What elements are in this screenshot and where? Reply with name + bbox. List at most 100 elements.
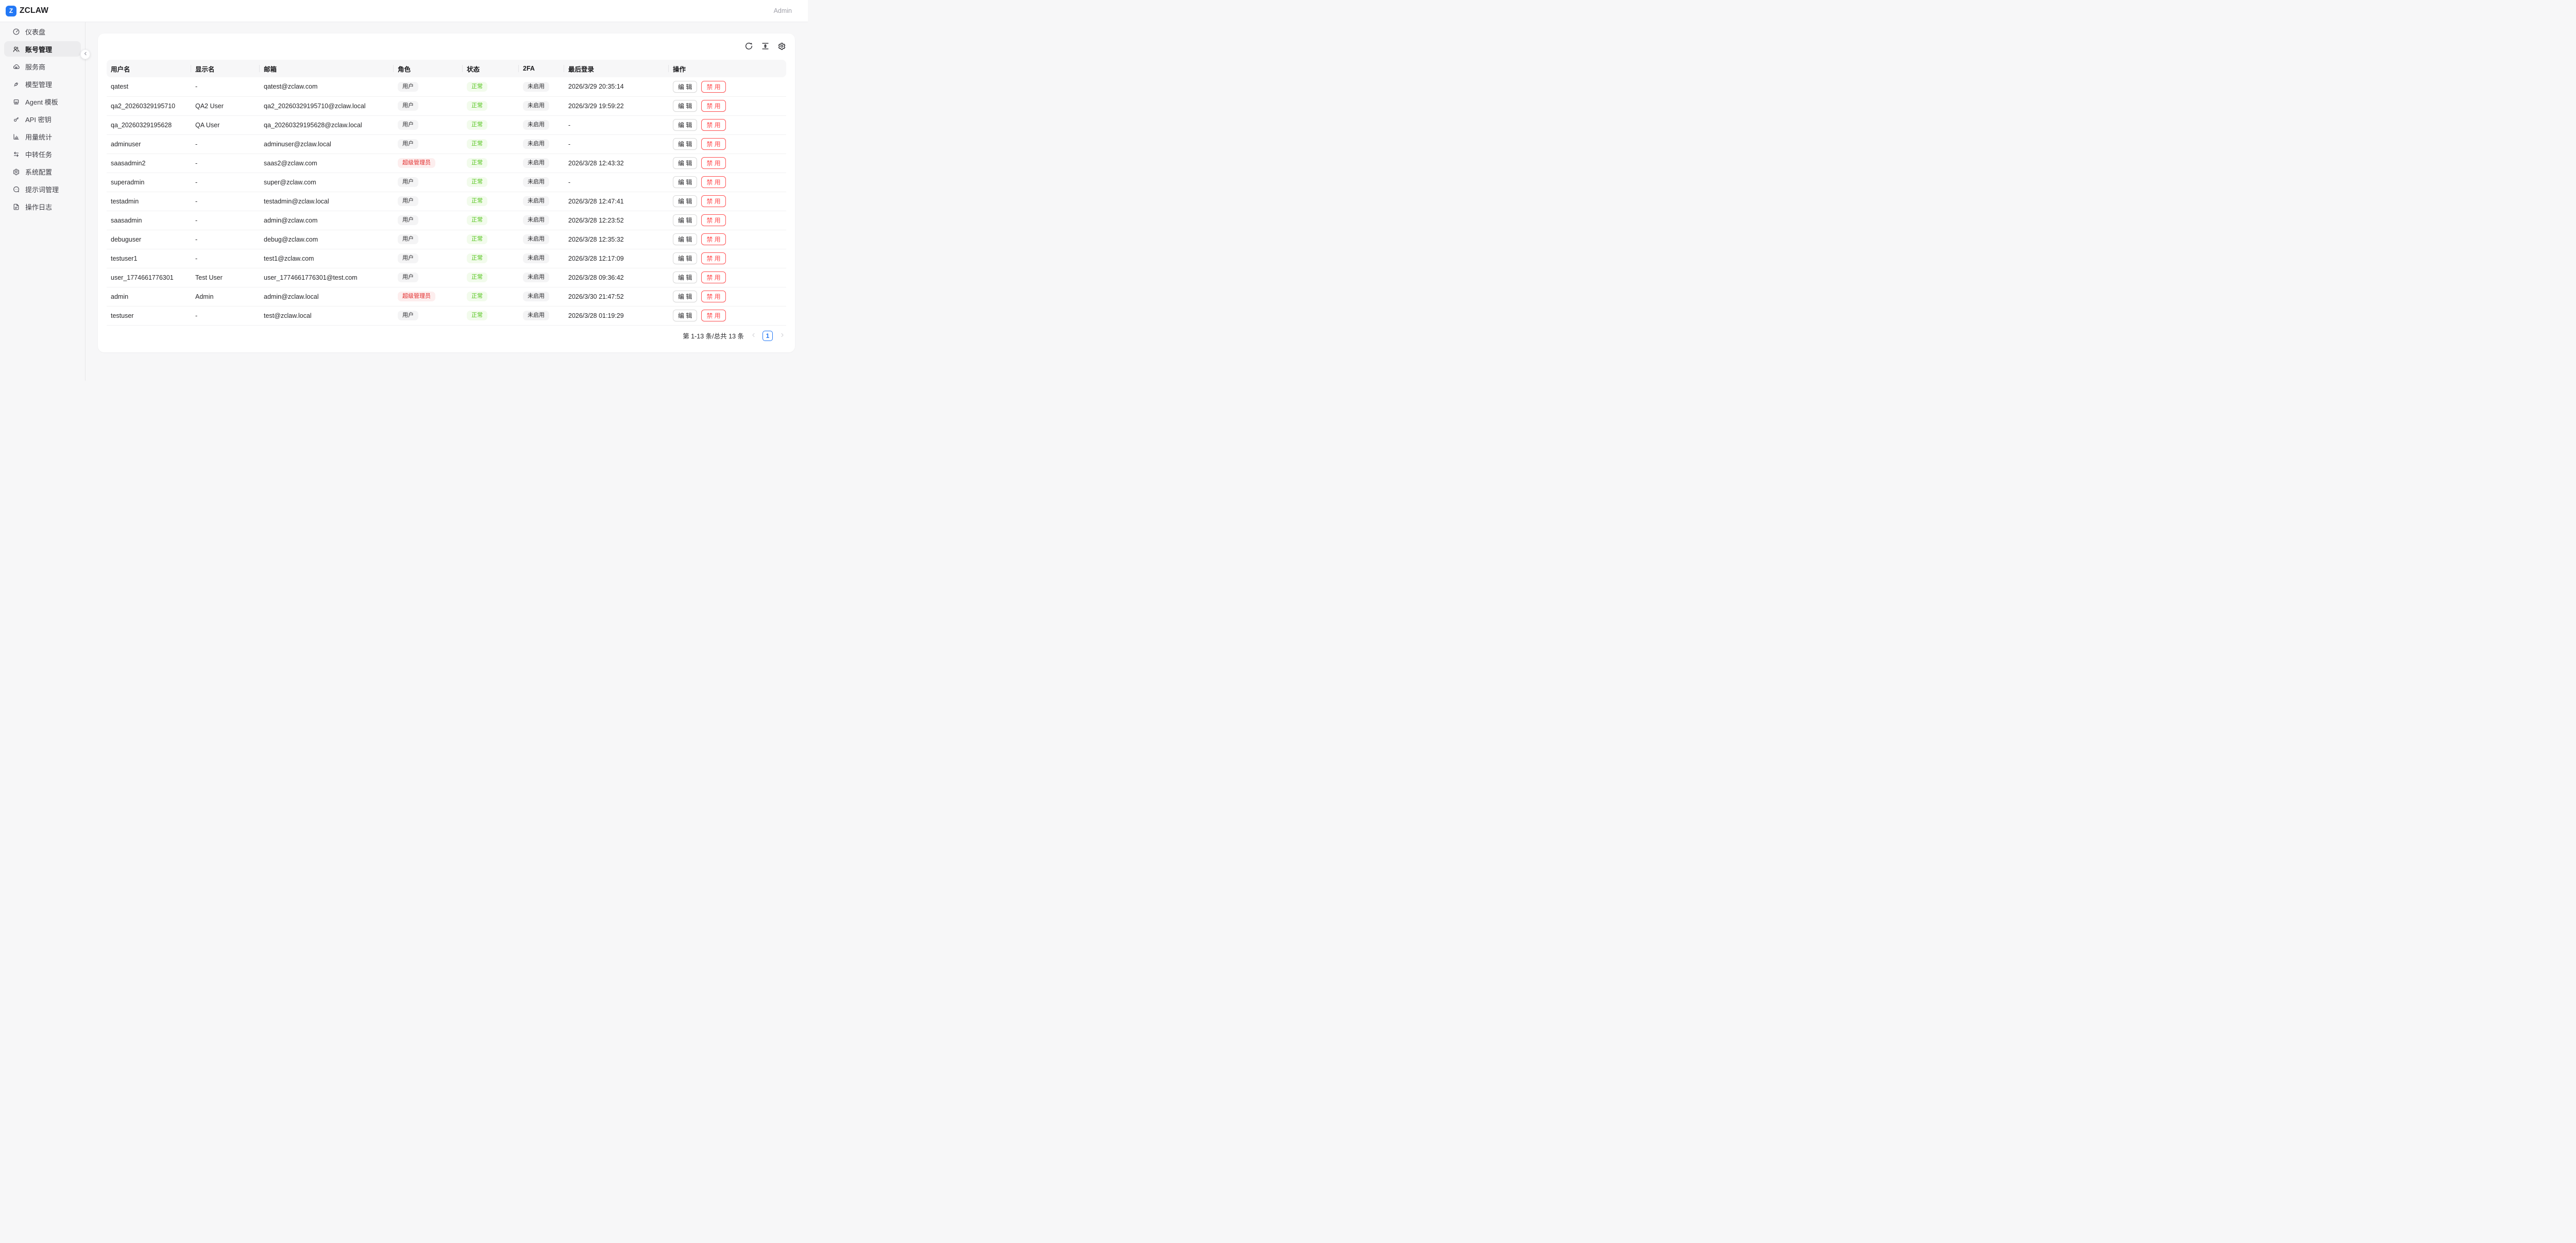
sidebar-item-providers[interactable]: 服务商 [4, 59, 81, 74]
sidebar-item-prompts[interactable]: 提示词管理 [4, 181, 81, 197]
chevron-left-icon [82, 50, 89, 58]
twofa-tag: 未启用 [523, 291, 549, 302]
disable-button[interactable]: 禁 用 [701, 195, 726, 207]
status-tag: 正常 [467, 310, 487, 321]
edit-button[interactable]: 编 辑 [673, 271, 698, 283]
role-cell: 用户 [394, 268, 463, 287]
chevron-left-icon [751, 332, 756, 339]
twofa-tag: 未启用 [523, 310, 549, 321]
table-toolbar [107, 42, 786, 52]
disable-button[interactable]: 禁 用 [701, 271, 726, 283]
disable-button[interactable]: 禁 用 [701, 157, 726, 169]
email-cell: test@zclaw.local [260, 306, 394, 326]
role-tag: 超级管理员 [398, 291, 435, 302]
edit-button[interactable]: 编 辑 [673, 176, 698, 188]
last-login-cell: - [564, 134, 669, 154]
display-name-cell: Admin [191, 287, 260, 307]
sidebar-item-usage-stats[interactable]: 用量统计 [4, 129, 81, 144]
twofa-cell: 未启用 [519, 77, 564, 97]
last-login-cell: 2026/3/29 19:59:22 [564, 96, 669, 116]
status-cell: 正常 [463, 173, 519, 192]
sidebar-item-label: 服务商 [25, 63, 46, 71]
edit-button[interactable]: 编 辑 [673, 80, 698, 93]
role-cell: 用户 [394, 211, 463, 230]
refresh-button[interactable] [744, 42, 753, 52]
edit-button[interactable]: 编 辑 [673, 100, 698, 112]
twofa-cell: 未启用 [519, 268, 564, 287]
sidebar-item-label: 模型管理 [25, 80, 53, 89]
disable-button[interactable]: 禁 用 [701, 80, 726, 93]
display-name-cell: QA2 User [191, 96, 260, 116]
twofa-tag: 未启用 [523, 253, 549, 264]
status-cell: 正常 [463, 249, 519, 268]
username-cell: testuser1 [107, 249, 191, 268]
sidebar-item-relay-tasks[interactable]: 中转任务 [4, 146, 81, 162]
display-name-cell: QA User [191, 115, 260, 135]
twofa-cell: 未启用 [519, 306, 564, 326]
edit-button[interactable]: 编 辑 [673, 233, 698, 245]
edit-button[interactable]: 编 辑 [673, 157, 698, 169]
display-name-cell: - [191, 173, 260, 192]
role-cell: 用户 [394, 230, 463, 249]
twofa-tag: 未启用 [523, 158, 549, 168]
last-login-cell: 2026/3/28 12:47:41 [564, 192, 669, 211]
density-button[interactable] [761, 42, 770, 52]
actions-cell: 编 辑禁 用 [669, 192, 786, 211]
twofa-cell: 未启用 [519, 230, 564, 249]
disable-button[interactable]: 禁 用 [701, 138, 726, 150]
email-cell: admin@zclaw.local [260, 287, 394, 307]
edit-button[interactable]: 编 辑 [673, 214, 698, 226]
sidebar-item-operation-logs[interactable]: 操作日志 [4, 199, 81, 214]
twofa-tag: 未启用 [523, 234, 549, 245]
edit-button[interactable]: 编 辑 [673, 291, 698, 302]
role-tag: 用户 [398, 310, 418, 321]
username-cell: qa_20260329195628 [107, 115, 191, 135]
actions-cell: 编 辑禁 用 [669, 249, 786, 268]
edit-button[interactable]: 编 辑 [673, 195, 698, 207]
gear-icon [12, 168, 20, 176]
pagination-prev-button[interactable] [749, 331, 757, 340]
display-name-cell: Test User [191, 268, 260, 287]
sidebar-item-system-config[interactable]: 系统配置 [4, 164, 81, 179]
status-cell: 正常 [463, 154, 519, 173]
sidebar-item-label: Agent 模板 [25, 98, 58, 106]
disable-button[interactable]: 禁 用 [701, 176, 726, 188]
edit-button[interactable]: 编 辑 [673, 119, 698, 131]
header-user-label[interactable]: Admin [773, 7, 792, 14]
disable-button[interactable]: 禁 用 [701, 214, 726, 226]
email-cell: qa2_20260329195710@zclaw.local [260, 96, 394, 116]
last-login-cell: 2026/3/28 12:23:52 [564, 211, 669, 230]
message-dots-icon [12, 185, 20, 193]
sidebar-item-dashboard[interactable]: 仪表盘 [4, 24, 81, 39]
table-row: qa_20260329195628 QA User qa_2026032919562… [107, 115, 786, 135]
pagination-page-1-button[interactable]: 1 [762, 330, 773, 341]
content-area: 用户名 显示名 邮箱 角色 状态 2FA 最后登录 操作 qatest - qatest@zcla… [86, 22, 808, 381]
display-name-cell: - [191, 306, 260, 326]
sidebar-item-label: 操作日志 [25, 203, 53, 211]
edit-button[interactable]: 编 辑 [673, 138, 698, 150]
sidebar-item-accounts[interactable]: 账号管理 [4, 41, 81, 57]
disable-button[interactable]: 禁 用 [701, 233, 726, 245]
edit-button[interactable]: 编 辑 [673, 252, 698, 264]
edit-button[interactable]: 编 辑 [673, 310, 698, 321]
disable-button[interactable]: 禁 用 [701, 310, 726, 321]
sidebar-collapse-button[interactable] [80, 49, 90, 59]
disable-button[interactable]: 禁 用 [701, 291, 726, 302]
email-cell: qatest@zclaw.com [260, 77, 394, 97]
role-cell: 用户 [394, 249, 463, 268]
twofa-cell: 未启用 [519, 287, 564, 307]
table-settings-button[interactable] [777, 42, 786, 52]
display-name-cell: - [191, 154, 260, 173]
pagination-next-button[interactable] [778, 331, 786, 340]
cloud-provider-icon [12, 63, 20, 71]
twofa-tag: 未启用 [523, 177, 549, 188]
table-row: testuser - test@zclaw.local 用户 正常 未启用 2026/3/2… [107, 306, 786, 326]
role-tag: 用户 [398, 196, 418, 207]
sidebar-item-api-keys[interactable]: API 密钥 [4, 111, 81, 127]
sidebar-item-models[interactable]: 模型管理 [4, 76, 81, 92]
disable-button[interactable]: 禁 用 [701, 252, 726, 264]
sidebar-item-agent-template[interactable]: Agent 模板 [4, 94, 81, 109]
disable-button[interactable]: 禁 用 [701, 119, 726, 131]
status-cell: 正常 [463, 211, 519, 230]
disable-button[interactable]: 禁 用 [701, 100, 726, 112]
